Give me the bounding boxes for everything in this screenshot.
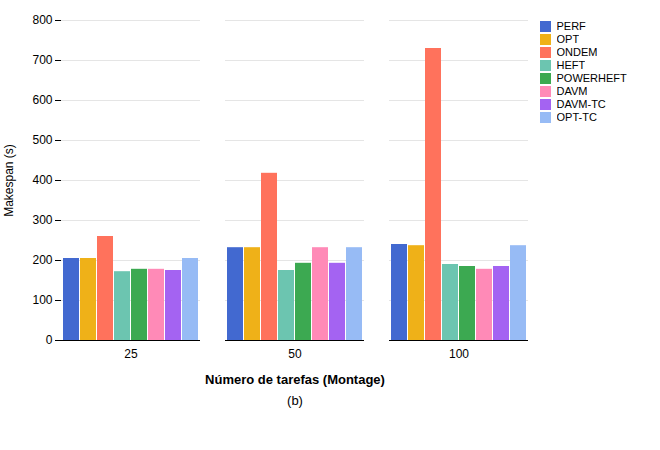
svg-text:25: 25 (124, 347, 138, 361)
html-text:DAVM: DAVM (556, 85, 588, 97)
html-text:OPT-TC: OPT-TC (556, 111, 597, 123)
svg-text:100: 100 (32, 293, 52, 307)
svg-text:Makespan (s): Makespan (s) (2, 144, 16, 217)
svg-text:0: 0 (46, 333, 53, 347)
html-text:DAVM-TC: DAVM-TC (556, 98, 606, 110)
svg-text:500: 500 (32, 133, 52, 147)
html-text:PERF: PERF (556, 20, 586, 32)
svg-text:700: 700 (32, 53, 52, 67)
html-text:POWERHEFT: POWERHEFT (556, 72, 627, 84)
svg-text:100: 100 (449, 347, 469, 361)
svg-text:300: 300 (32, 213, 52, 227)
html-text:ONDEM: ONDEM (556, 46, 598, 58)
svg-text:800: 800 (32, 13, 52, 27)
svg-text:600: 600 (32, 93, 52, 107)
html-text:(b): (b) (287, 393, 303, 408)
svg-text:400: 400 (32, 173, 52, 187)
html-text:HEFT: HEFT (556, 59, 586, 71)
html-text:Número de tarefas (Montage): Número de tarefas (Montage) (205, 372, 385, 387)
svg-text:50: 50 (288, 347, 302, 361)
svg-text:200: 200 (32, 253, 52, 267)
html-text:OPT: OPT (556, 33, 580, 45)
